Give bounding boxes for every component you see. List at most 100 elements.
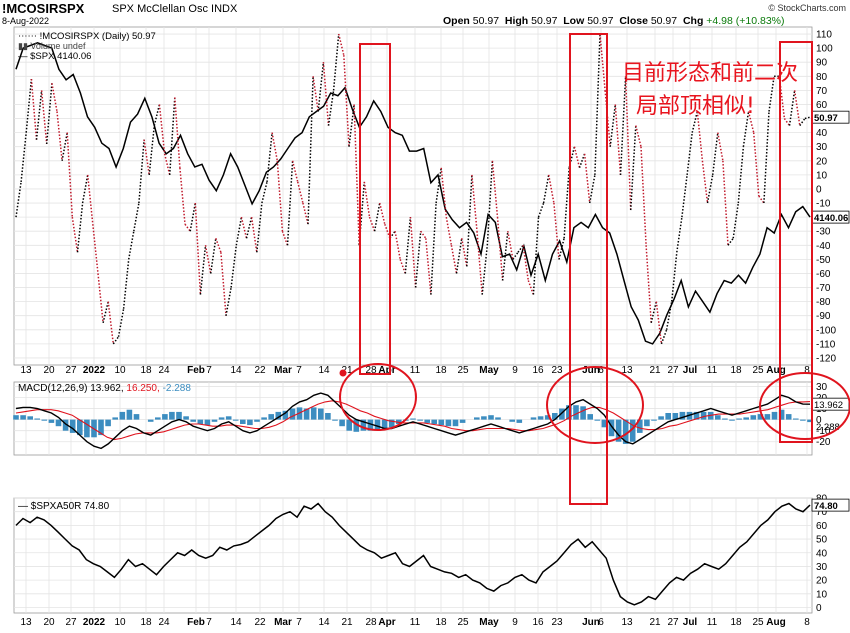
y-tick-label: 90 <box>816 58 828 69</box>
oscillator-segment <box>209 238 217 274</box>
oscillator-segment <box>163 153 171 176</box>
oscillator-segment <box>542 174 550 204</box>
legend-macd: MACD(12,26,9) 13.962, 16.250, -2.288 <box>18 383 191 394</box>
oscillator-segment <box>491 160 499 218</box>
close-value: 50.97 <box>650 15 678 27</box>
oscillator-segment <box>747 111 755 133</box>
x-tick-label: 18 <box>435 365 447 376</box>
oscillator-segment <box>711 132 719 175</box>
macd-histogram-bar <box>367 419 374 431</box>
x-tick-label: 27 <box>65 617 77 628</box>
x-tick-label: May <box>479 365 499 376</box>
open-value: 50.97 <box>472 15 500 27</box>
oscillator-segment <box>179 167 186 225</box>
oscillator-segment <box>512 251 519 260</box>
macd-histogram-bar <box>743 417 749 420</box>
x-tick-label: 24 <box>158 365 170 376</box>
x-tick-label: Aug <box>766 617 785 628</box>
legend-macd-part: MACD(12,26,9) <box>18 383 90 394</box>
chart-name: SPX McClellan Osc INDX <box>112 3 238 15</box>
x-tick-label: 27 <box>667 617 679 628</box>
oscillator-segment <box>742 111 750 147</box>
oscillator-segment <box>691 111 699 133</box>
oscillator-segment <box>768 76 775 112</box>
x-tick-label: 18 <box>435 617 447 628</box>
macd-histogram-bar <box>388 419 395 428</box>
credit-text: © StockCharts.com <box>768 3 846 13</box>
oscillator-segment <box>394 231 401 260</box>
oscillator-segment <box>184 223 191 232</box>
x-tick-label: 7 <box>206 365 212 376</box>
macd-histogram-bar <box>410 418 416 420</box>
oscillator-segment <box>322 62 330 126</box>
y-tick-label: 60 <box>816 100 828 111</box>
annotation-line-1: 目前形态和前二次 <box>622 61 799 86</box>
x-tick-label: Jul <box>683 365 698 376</box>
oscillator-segment <box>686 132 693 175</box>
macd-histogram-bar <box>268 414 274 420</box>
oscillator-segment <box>245 216 253 239</box>
oscillator-segment <box>45 83 53 144</box>
x-tick-label: 8 <box>804 617 810 628</box>
oscillator-segment <box>220 252 227 316</box>
macd-histogram-bar <box>247 419 253 426</box>
x-tick-label: 2022 <box>83 617 106 628</box>
oscillator-segment <box>271 132 279 161</box>
macd-histogram-bar <box>771 411 778 420</box>
x-tick-label: 16 <box>532 365 544 376</box>
macd-histogram-bar <box>112 417 118 420</box>
macd-histogram-bar <box>190 419 196 422</box>
oscillator-segment <box>783 118 791 127</box>
y-tick-label: 30 <box>816 142 828 153</box>
oscillator-segment <box>476 231 483 295</box>
x-tick-label: 22 <box>254 617 266 628</box>
price-label-box <box>811 498 850 512</box>
macd-histogram-bar <box>119 411 126 420</box>
x-tick-label: 14 <box>318 365 330 376</box>
x-tick-label: 11 <box>707 365 718 376</box>
oscillator-segment <box>168 97 176 175</box>
oscillator-segment <box>296 181 304 204</box>
x-tick-label: 7 <box>296 617 302 628</box>
oscillator-segment <box>445 216 453 246</box>
oscillator-segment <box>143 139 150 176</box>
oscillator-segment <box>250 216 258 253</box>
price-label-spxa50r: 74.80 <box>814 501 838 512</box>
oscillator-segment <box>496 217 504 281</box>
macd-histogram-bar <box>679 411 686 420</box>
highlight-box-mar <box>359 43 391 375</box>
macd-histogram-bar <box>211 419 218 422</box>
oscillator-segment <box>153 104 161 126</box>
macd-signal-line <box>15 400 811 441</box>
event-marker <box>339 369 347 377</box>
x-tick-label: 28 <box>365 617 377 628</box>
oscillator-segment <box>194 202 202 295</box>
oscillator-segment <box>286 160 294 246</box>
macd-histogram-bar <box>495 417 501 420</box>
oscillator-segment <box>599 33 606 91</box>
x-tick-label: 23 <box>551 617 563 628</box>
oscillator-segment <box>138 139 145 204</box>
x-tick-label: 18 <box>730 617 742 628</box>
oscillator-segment <box>261 181 268 204</box>
oscillator-segment <box>804 116 811 120</box>
x-tick-label: 8 <box>804 365 810 376</box>
oscillator-segment <box>30 79 38 140</box>
macd-histogram-bar <box>438 419 445 426</box>
oscillator-segment <box>81 174 89 204</box>
oscillator-segment <box>665 301 673 330</box>
macd-histogram-bar <box>69 419 76 433</box>
x-tick-label: 9 <box>512 617 518 628</box>
macd-histogram-bar <box>105 419 111 427</box>
oscillator-segment <box>420 230 427 239</box>
macd-histogram-bar <box>807 419 813 423</box>
y-tick-label: 80 <box>816 72 828 83</box>
macd-histogram-bar <box>693 411 700 420</box>
oscillator-segment <box>276 160 284 232</box>
legend-spxa50r: — $SPXA50R 74.80 <box>18 501 110 512</box>
macd-histogram-bar <box>722 418 728 420</box>
y-tick-label: -90 <box>816 311 831 322</box>
oscillator-segment <box>507 231 514 260</box>
highlight-circle-jun <box>546 366 644 444</box>
